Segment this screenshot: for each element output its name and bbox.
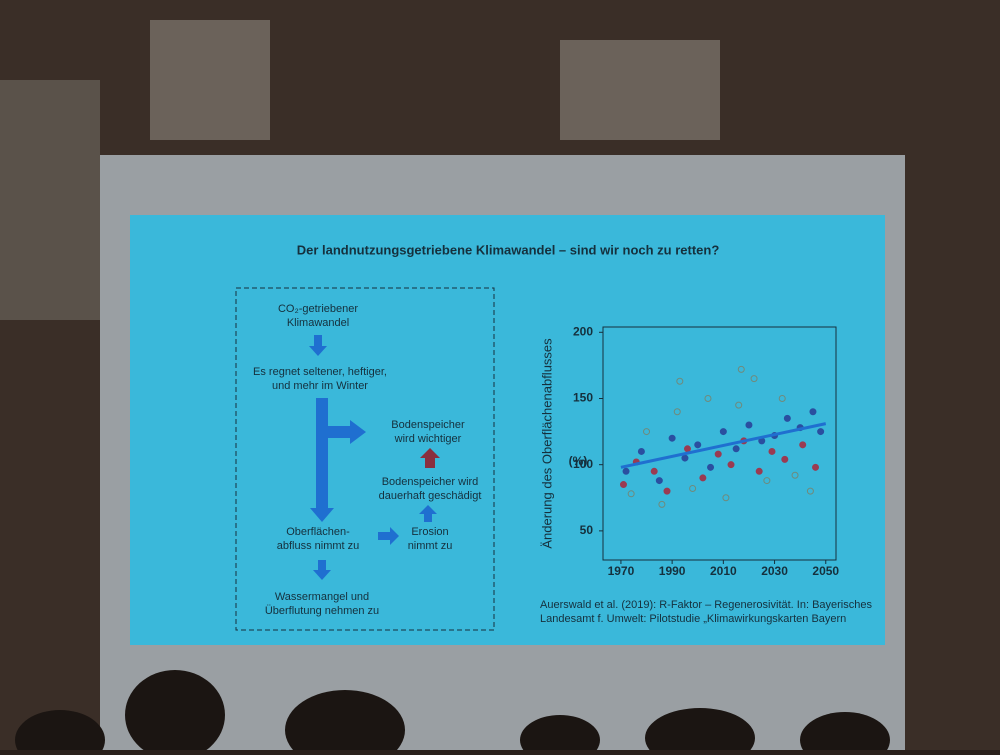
point (750, 375, 758, 383)
point (643, 428, 651, 436)
point (627, 490, 635, 498)
diagram-label: Bodenspeicher wird (382, 476, 479, 488)
point (637, 447, 645, 455)
point (655, 477, 663, 485)
point (689, 485, 697, 493)
wall-panel (150, 20, 270, 140)
y-tick-label: 150 (573, 391, 593, 405)
point (806, 487, 814, 495)
diagram-label: wird wichtiger (394, 433, 462, 445)
arrow (420, 448, 440, 468)
point (699, 474, 707, 482)
x-tick-label: 2010 (710, 564, 737, 578)
slide (130, 215, 885, 645)
diagram-label: Bodenspeicher (391, 419, 465, 431)
x-tick-label: 2050 (812, 564, 839, 578)
arrow (310, 398, 366, 522)
diagram-label: CO₂-getriebener (278, 303, 358, 315)
plot-area (602, 326, 837, 561)
point (707, 463, 715, 471)
head (285, 690, 405, 755)
diagram-label: Erosion (411, 526, 448, 538)
point (668, 434, 676, 442)
slide-title: Der landnutzungsgetriebene Klimawandel –… (297, 242, 720, 257)
point (694, 441, 702, 449)
head (800, 712, 890, 755)
wall-panel (0, 80, 100, 320)
diagram-frame (235, 287, 495, 631)
point (763, 477, 771, 485)
point (683, 445, 691, 453)
citation: Auerswald et al. (2019): R-Faktor – Rege… (540, 599, 872, 611)
point (619, 481, 627, 489)
point (735, 401, 743, 409)
y-axis-unit: (%) (569, 454, 588, 468)
point (783, 414, 791, 422)
x-tick-label: 1970 (608, 564, 635, 578)
diagram-label: Wassermangel und (275, 591, 369, 603)
diagram-label: abfluss nimmt zu (277, 540, 360, 552)
arrow (378, 527, 399, 545)
arrow (313, 560, 331, 580)
x-tick-label: 1990 (659, 564, 686, 578)
point (817, 428, 825, 436)
point (658, 500, 666, 508)
citation: Landesamt f. Umwelt: Pilotstudie „Klimaw… (540, 613, 846, 625)
point (791, 471, 799, 479)
diagram-label: nimmt zu (408, 540, 453, 552)
point (799, 441, 807, 449)
y-axis-label: Änderung des Oberflächenabflusses (539, 338, 554, 549)
y-tick-label: 200 (573, 324, 593, 338)
point (673, 408, 681, 416)
point (722, 494, 730, 502)
diagram-text: CO₂-getriebener Klimawandel Es regnet selt… (253, 303, 481, 617)
point (650, 467, 658, 475)
diagram-label: Oberflächen- (286, 526, 350, 538)
point (727, 461, 735, 469)
x-tick-label: 2030 (761, 564, 788, 578)
point (704, 394, 712, 402)
point (745, 421, 753, 429)
audience (15, 670, 890, 755)
point (755, 467, 763, 475)
point (714, 450, 722, 458)
y-tick-label: 50 (580, 523, 594, 537)
point (781, 455, 789, 463)
point (663, 487, 671, 495)
point (778, 394, 786, 402)
point (719, 428, 727, 436)
y-tick-label: 100 (573, 457, 593, 471)
diagram-label: dauerhaft geschädigt (379, 490, 482, 502)
trend-line (620, 422, 827, 469)
arrow (419, 505, 437, 522)
arrow (309, 335, 327, 356)
point (737, 365, 745, 373)
diagram-label: und mehr im Winter (272, 380, 368, 392)
point (768, 447, 776, 455)
point (622, 467, 630, 475)
head (520, 715, 600, 755)
diagram-label: Überflutung nehmen zu (265, 605, 379, 617)
diagram-label: Klimawandel (287, 317, 349, 329)
head (125, 670, 225, 755)
head (15, 710, 105, 755)
point (732, 445, 740, 453)
diagram-arrows (309, 335, 440, 580)
point (676, 377, 684, 385)
point (812, 463, 820, 471)
head (645, 708, 755, 755)
point (681, 454, 689, 462)
wall-panel (560, 40, 720, 140)
diagram-label: Es regnet seltener, heftiger, (253, 366, 387, 378)
chart: 50 100 150 200 1970 1990 2010 2030 2050 Änderung … (539, 324, 839, 578)
point (809, 408, 817, 416)
